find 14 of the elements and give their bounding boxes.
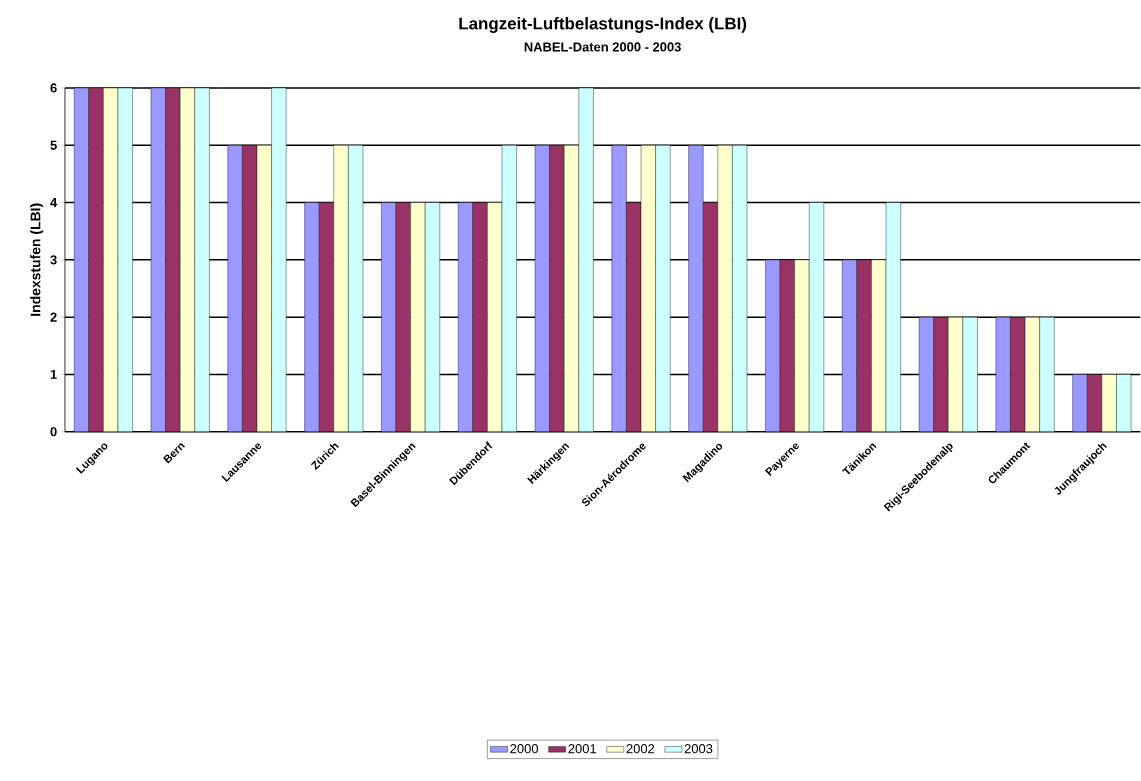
y-tick-label: 4 xyxy=(50,197,58,207)
y-axis-title: Indexstufen (LBI) xyxy=(30,203,44,316)
y-tick-label: 1 xyxy=(50,369,57,379)
chart-title: Langzeit-Luftbelastungs-Index (LBI) xyxy=(459,16,747,33)
y-tick-label: 2 xyxy=(50,312,57,322)
y-tick-label: 3 xyxy=(50,255,57,265)
legend-label: 2001 xyxy=(568,743,597,754)
legend-label: 2000 xyxy=(510,743,538,754)
chart-subtitle: NABEL-Daten 2000 - 2003 xyxy=(524,42,681,52)
y-tick-label: 5 xyxy=(50,140,57,150)
legend-label: 2003 xyxy=(684,743,713,754)
legend-label: 2002 xyxy=(626,743,655,754)
y-tick-label: 0 xyxy=(50,426,57,437)
y-tick-label: 6 xyxy=(50,83,57,93)
